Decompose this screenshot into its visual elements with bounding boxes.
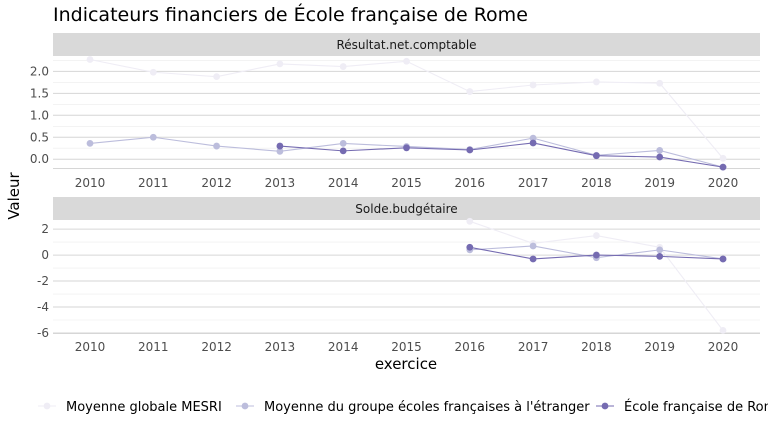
y-tick-label: 2 bbox=[41, 222, 49, 236]
data-point bbox=[593, 251, 600, 259]
legend-label: Moyenne globale MESRI bbox=[66, 400, 222, 415]
x-tick-label: 2011 bbox=[138, 176, 169, 190]
data-point bbox=[86, 56, 94, 63]
legend-item: Moyenne du groupe écoles françaises à l'… bbox=[236, 400, 590, 415]
data-point bbox=[719, 163, 727, 171]
data-point bbox=[529, 134, 537, 142]
y-tick-label: 2.0 bbox=[30, 64, 49, 78]
data-point bbox=[593, 78, 600, 86]
data-point bbox=[593, 152, 600, 160]
data-point bbox=[466, 243, 474, 251]
facet-strip bbox=[53, 197, 760, 220]
data-point bbox=[339, 147, 347, 155]
series-2 bbox=[466, 243, 727, 263]
x-tick-label: 2016 bbox=[455, 176, 486, 190]
data-point bbox=[213, 142, 221, 150]
x-tick-label: 2011 bbox=[138, 340, 169, 354]
legend-key-point bbox=[43, 402, 51, 410]
x-tick-label: 2013 bbox=[265, 176, 296, 190]
y-tick-label: 1.0 bbox=[30, 108, 49, 122]
data-point bbox=[719, 327, 727, 334]
y-axis-title: Valeur bbox=[5, 171, 23, 219]
data-point bbox=[656, 147, 664, 154]
facet-strip-label: Résultat.net.comptable bbox=[336, 38, 476, 52]
x-tick-label: 2018 bbox=[581, 176, 612, 190]
data-point bbox=[149, 68, 157, 76]
data-point bbox=[593, 232, 600, 239]
x-tick-label: 2020 bbox=[708, 340, 739, 354]
legend-item: École française de Rome bbox=[596, 399, 768, 415]
data-point bbox=[149, 133, 157, 141]
series-line bbox=[279, 142, 724, 168]
data-point bbox=[403, 144, 410, 152]
facet-panel: Solde.budgétaire -6 -4 -2 0 2 2010 2011 2012 2013… bbox=[37, 197, 760, 354]
x-tick-label: 2014 bbox=[328, 176, 359, 190]
legend-label: École française de Rome bbox=[624, 399, 768, 415]
x-tick-label: 2012 bbox=[201, 340, 232, 354]
data-point bbox=[403, 57, 410, 65]
legend-label: Moyenne du groupe écoles françaises à l'… bbox=[264, 400, 590, 415]
data-point bbox=[213, 73, 221, 81]
data-point bbox=[656, 252, 664, 260]
y-tick-label: 1.5 bbox=[30, 86, 49, 100]
x-tick-label: 2013 bbox=[265, 340, 296, 354]
chart-title: Indicateurs financiers de École français… bbox=[53, 3, 528, 26]
legend-key-point bbox=[601, 402, 609, 410]
x-tick-label: 2017 bbox=[518, 176, 549, 190]
facet-strip-label: Solde.budgétaire bbox=[355, 202, 457, 216]
y-tick-label: 0.0 bbox=[30, 152, 49, 166]
data-point bbox=[719, 255, 727, 263]
x-tick-label: 2014 bbox=[328, 340, 359, 354]
x-tick-label: 2016 bbox=[455, 340, 486, 354]
legend: Moyenne globale MESRI Moyenne du groupe é… bbox=[38, 399, 768, 415]
data-point bbox=[276, 142, 284, 150]
x-tick-label: 2018 bbox=[581, 340, 612, 354]
data-point bbox=[719, 154, 727, 162]
x-tick-label: 2015 bbox=[391, 176, 422, 190]
x-tick-label: 2019 bbox=[644, 340, 675, 354]
x-tick-label: 2012 bbox=[201, 176, 232, 190]
series-1 bbox=[86, 133, 727, 171]
x-tick-label: 2017 bbox=[518, 340, 549, 354]
data-point bbox=[466, 146, 474, 154]
data-point bbox=[656, 153, 664, 161]
data-point bbox=[339, 63, 347, 70]
data-point bbox=[276, 147, 284, 155]
series-2 bbox=[276, 139, 727, 171]
y-tick-label: 0 bbox=[41, 248, 49, 262]
series-line bbox=[89, 136, 724, 168]
data-point bbox=[529, 139, 537, 147]
series-0 bbox=[86, 56, 727, 162]
x-axis-title: exercice bbox=[375, 355, 437, 373]
data-point bbox=[529, 81, 537, 89]
legend-key-point bbox=[241, 402, 249, 410]
data-point bbox=[466, 217, 474, 225]
facet-panels: Résultat.net.comptable 0.0 0.5 1.0 1.5 2.0 201… bbox=[30, 33, 760, 354]
data-point bbox=[276, 60, 284, 68]
x-tick-label: 2010 bbox=[75, 340, 106, 354]
y-tick-label: 0.5 bbox=[30, 130, 49, 144]
data-point bbox=[466, 88, 474, 95]
x-tick-label: 2019 bbox=[644, 176, 675, 190]
facet-panel: Résultat.net.comptable 0.0 0.5 1.0 1.5 2.0 201… bbox=[30, 33, 760, 190]
x-tick-label: 2010 bbox=[75, 176, 106, 190]
y-tick-label: -4 bbox=[37, 300, 49, 314]
y-tick-label: -6 bbox=[37, 326, 49, 340]
y-tick-label: -2 bbox=[37, 274, 49, 288]
data-point bbox=[656, 246, 664, 254]
data-point bbox=[339, 140, 347, 147]
data-point bbox=[529, 242, 537, 250]
x-tick-label: 2015 bbox=[391, 340, 422, 354]
data-point bbox=[529, 255, 537, 263]
facet-strip bbox=[53, 33, 760, 56]
series-0 bbox=[466, 217, 727, 334]
data-point bbox=[656, 79, 664, 87]
x-tick-label: 2020 bbox=[708, 176, 739, 190]
data-point bbox=[86, 140, 94, 147]
legend-item: Moyenne globale MESRI bbox=[38, 400, 222, 415]
